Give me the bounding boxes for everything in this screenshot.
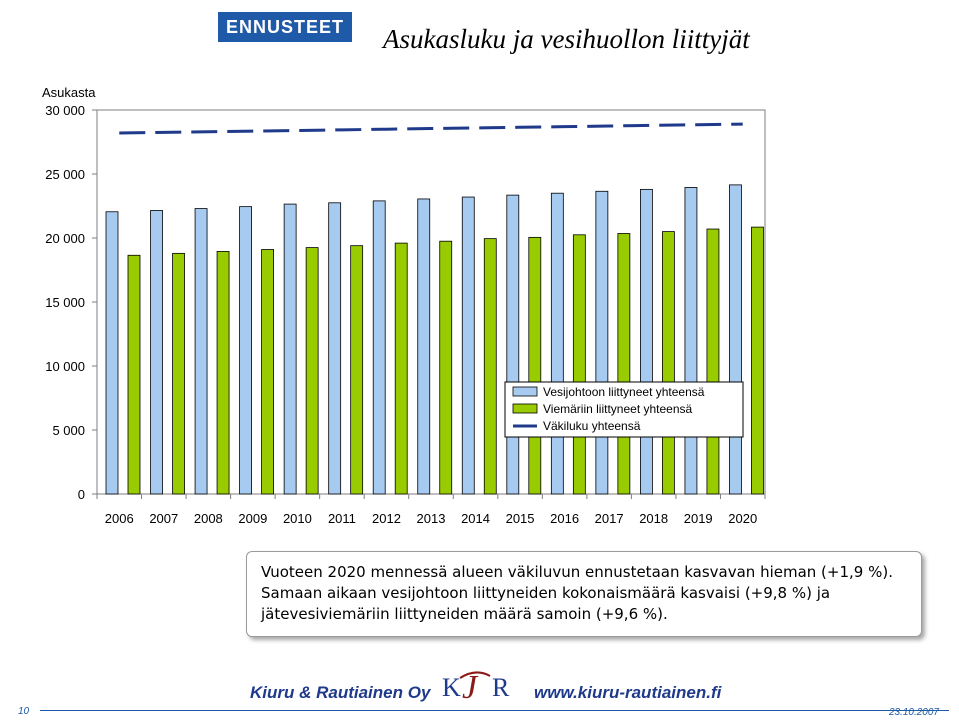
page-title: Asukasluku ja vesihuollon liittyjät — [383, 24, 750, 54]
bar-water — [417, 198, 431, 495]
bar-sewer — [751, 226, 764, 495]
page-number: 10 — [18, 706, 30, 717]
bar-water — [150, 210, 163, 495]
bar-sewer — [706, 228, 720, 495]
bar-water — [550, 192, 564, 495]
x-tick-label: 2018 — [639, 511, 668, 526]
x-tick-label: 2011 — [328, 511, 356, 526]
note-line-3: jätevesiviemäriin liittyneiden määrä sam… — [261, 605, 668, 623]
x-tick-label: 2012 — [372, 511, 401, 526]
bar-sewer — [394, 242, 408, 495]
bar-water — [729, 184, 742, 495]
bar-sewer — [617, 233, 631, 495]
legend — [504, 381, 744, 438]
bar-sewer — [662, 231, 675, 495]
legend-label: Vesijohtoon liittyneet yhteensä — [543, 385, 705, 399]
y-tick-label: 25 000 — [45, 167, 85, 182]
bar-water — [684, 187, 698, 495]
bar-sewer — [439, 240, 453, 495]
x-tick-label: 2014 — [461, 511, 490, 526]
bar-water — [328, 202, 342, 495]
bar-water — [239, 206, 253, 495]
bar-water — [461, 196, 475, 495]
forecast-note: Vuoteen 2020 mennessä alueen väkiluvun e… — [246, 551, 922, 637]
y-axis-label: Asukasta — [42, 85, 96, 100]
note-line-2: Samaan aikaan vesijohtoon liittyneiden k… — [261, 584, 831, 602]
bar-water — [372, 200, 386, 495]
footer-divider — [40, 710, 949, 711]
y-tick-label: 30 000 — [45, 103, 85, 118]
svg-text:J: J — [462, 669, 479, 706]
bar-water — [194, 208, 208, 495]
x-tick-label: 2016 — [550, 511, 579, 526]
bar-sewer — [572, 234, 586, 495]
x-tick-label: 2009 — [238, 511, 267, 526]
y-tick-label: 15 000 — [45, 295, 85, 310]
bar-sewer — [305, 247, 319, 495]
bar-water — [105, 211, 119, 495]
footer-url[interactable]: www.kiuru-rautiainen.fi — [534, 683, 722, 702]
x-tick-label: 2007 — [149, 511, 178, 526]
bar-sewer — [172, 252, 185, 495]
x-tick-label: 2020 — [728, 511, 757, 526]
bar-sewer — [528, 236, 542, 495]
footer-company: Kiuru & Rautiainen Oy — [250, 683, 431, 702]
line-population — [119, 122, 743, 135]
bar-sewer — [216, 251, 230, 495]
svg-text:R: R — [492, 673, 510, 702]
x-tick-label: 2006 — [105, 511, 134, 526]
chart: Asukasta 0 5 000 10 000 15 000 20 000 25 000 30… — [42, 85, 766, 526]
bar-sewer — [350, 245, 364, 495]
legend-label: Väkiluku yhteensä — [543, 419, 641, 433]
x-tick-label: 2010 — [283, 511, 312, 526]
y-tick-label: 10 000 — [45, 359, 85, 374]
note-line-1: Vuoteen 2020 mennessä alueen väkiluvun e… — [261, 563, 893, 581]
section-badge: ENNUSTEET — [218, 12, 352, 42]
bar-water — [506, 194, 520, 495]
footer-date: 23.10.2007 — [888, 707, 939, 718]
y-tick-label: 0 — [78, 487, 85, 502]
bar-sewer — [483, 238, 497, 495]
x-tick-label: 2019 — [684, 511, 713, 526]
bar-water — [283, 203, 297, 495]
legend-swatch — [512, 386, 538, 397]
x-tick-label: 2008 — [194, 511, 223, 526]
legend-swatch — [512, 403, 538, 414]
bar-water — [640, 188, 653, 495]
svg-text:K: K — [442, 673, 461, 702]
x-tick-label: 2015 — [506, 511, 535, 526]
company-logo: K J R — [442, 669, 510, 706]
bar-sewer — [261, 249, 275, 495]
y-tick-label: 5 000 — [52, 423, 85, 438]
legend-label: Viemäriin liittyneet yhteensä — [543, 402, 693, 416]
bar-water — [595, 190, 609, 495]
x-tick-label: 2017 — [595, 511, 624, 526]
y-tick-label: 20 000 — [45, 231, 85, 246]
x-tick-label: 2013 — [417, 511, 446, 526]
bar-sewer — [127, 254, 141, 495]
